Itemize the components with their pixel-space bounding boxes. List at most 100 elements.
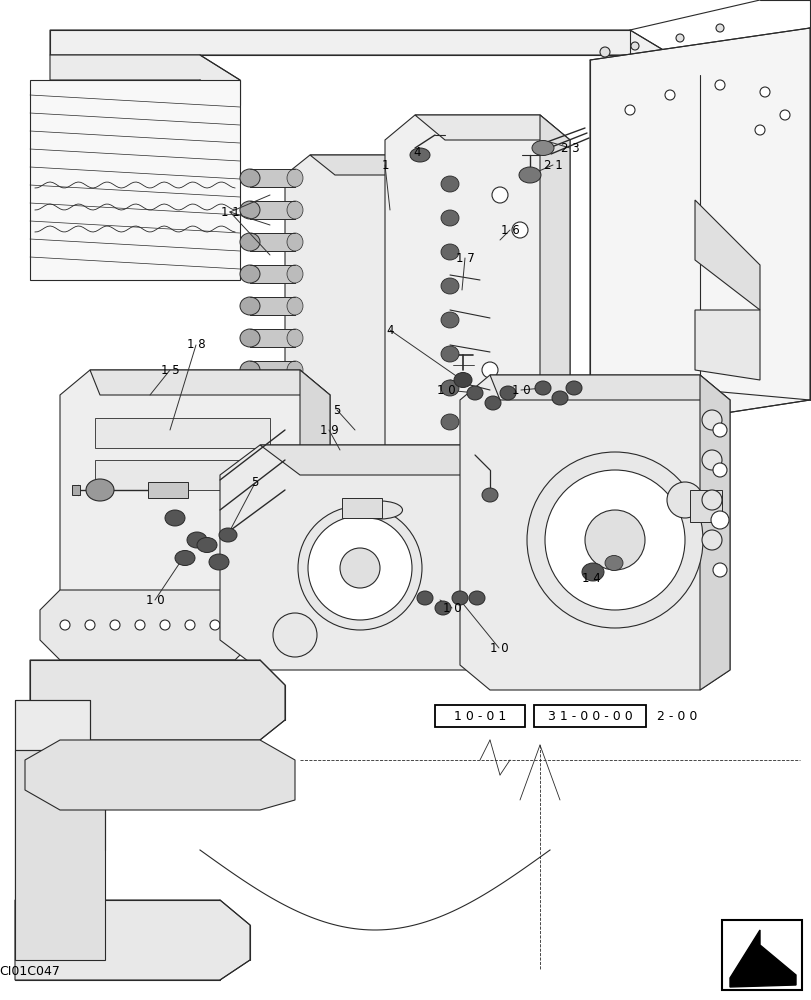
Circle shape [712,563,726,577]
Ellipse shape [286,393,303,411]
Polygon shape [384,115,569,530]
Ellipse shape [534,381,551,395]
Circle shape [714,80,724,90]
Polygon shape [90,370,329,395]
Polygon shape [220,445,530,670]
Circle shape [712,423,726,437]
Bar [689,490,721,522]
Polygon shape [50,55,240,105]
Ellipse shape [453,372,471,387]
Bar [341,498,381,518]
Ellipse shape [286,297,303,315]
Ellipse shape [240,297,260,315]
Polygon shape [414,115,569,140]
Circle shape [340,548,380,588]
Bar [95,418,270,448]
Ellipse shape [440,380,458,396]
Text: 2 - 0 0: 2 - 0 0 [656,710,697,722]
Circle shape [664,90,674,100]
Polygon shape [30,660,285,740]
Circle shape [712,463,726,477]
Ellipse shape [240,329,260,347]
Polygon shape [15,700,90,960]
Circle shape [599,47,609,57]
Text: 5: 5 [251,477,259,489]
Circle shape [109,620,120,630]
Text: 1 0: 1 0 [489,642,508,654]
Circle shape [544,470,684,610]
Text: 4: 4 [413,146,420,159]
Ellipse shape [440,278,458,294]
Ellipse shape [187,532,207,548]
Ellipse shape [219,528,237,542]
Circle shape [702,490,721,510]
Text: CI01C047: CI01C047 [0,965,60,978]
Bar [534,705,646,727]
Polygon shape [250,425,294,443]
Ellipse shape [440,312,458,328]
Circle shape [584,510,644,570]
Ellipse shape [286,425,303,443]
Polygon shape [699,375,729,690]
Circle shape [298,506,422,630]
Polygon shape [310,155,444,175]
Ellipse shape [466,386,483,400]
Circle shape [482,412,497,428]
Text: 1 0: 1 0 [145,593,164,606]
Circle shape [60,620,70,630]
Circle shape [754,125,764,135]
Polygon shape [260,445,530,475]
Polygon shape [250,329,294,347]
Bar [72,485,80,495]
Ellipse shape [469,591,484,605]
Circle shape [526,452,702,628]
Polygon shape [489,375,729,400]
Polygon shape [250,297,294,315]
Polygon shape [40,590,255,660]
Ellipse shape [565,381,581,395]
Ellipse shape [286,361,303,379]
Ellipse shape [452,591,467,605]
Circle shape [185,620,195,630]
Ellipse shape [500,386,515,400]
Circle shape [630,42,638,50]
Ellipse shape [440,346,458,362]
Polygon shape [250,201,294,219]
Circle shape [307,516,411,620]
Ellipse shape [440,176,458,192]
Polygon shape [539,115,569,530]
Ellipse shape [240,169,260,187]
Ellipse shape [286,169,303,187]
Text: 1 0: 1 0 [442,601,461,614]
Text: 2 1: 2 1 [543,159,562,172]
Bar [148,482,188,498]
Polygon shape [250,169,294,187]
Text: 1 0: 1 0 [511,383,530,396]
Circle shape [491,187,508,203]
Text: 1 0: 1 0 [436,383,455,396]
Text: 1 8: 1 8 [187,338,205,352]
Polygon shape [694,200,759,310]
Ellipse shape [197,538,217,552]
Ellipse shape [417,591,432,605]
Ellipse shape [518,167,540,183]
Ellipse shape [240,201,260,219]
Polygon shape [729,930,795,987]
Ellipse shape [581,563,603,581]
Ellipse shape [440,244,458,260]
Ellipse shape [240,393,260,411]
Ellipse shape [440,414,458,430]
Ellipse shape [357,501,402,519]
Ellipse shape [286,201,303,219]
Ellipse shape [410,148,430,162]
Text: 3 1 - 0 0 - 0 0: 3 1 - 0 0 - 0 0 [547,710,632,722]
Polygon shape [285,155,444,480]
Text: 1 0 - 0 1: 1 0 - 0 1 [453,710,505,722]
Text: 2 3: 2 3 [560,142,578,155]
Bar [95,460,270,490]
Circle shape [759,87,769,97]
Circle shape [482,452,497,468]
Ellipse shape [482,488,497,502]
Circle shape [676,34,683,42]
Polygon shape [299,370,329,620]
